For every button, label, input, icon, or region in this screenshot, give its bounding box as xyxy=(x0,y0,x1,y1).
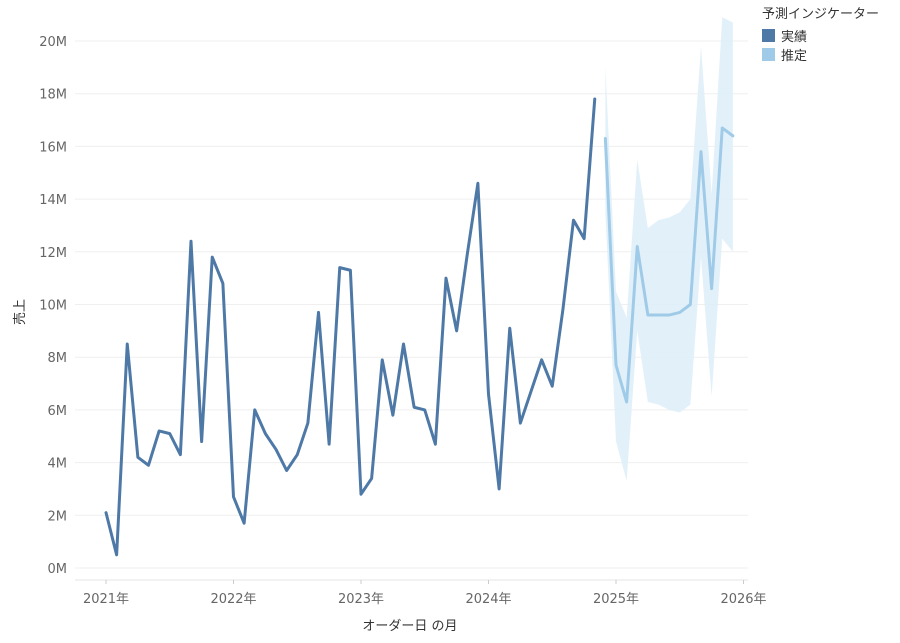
x-axis-ticks: 2021年 2022年 2023年 2024年 2025年 2026年 xyxy=(83,580,767,607)
y-tick-label: 16M xyxy=(39,140,67,155)
y-tick-label: 2M xyxy=(48,509,68,524)
actual-series-line[interactable] xyxy=(104,97,597,557)
series-lines xyxy=(104,97,735,557)
forecast-band xyxy=(605,17,733,482)
x-axis-title: オーダー日 の月 xyxy=(362,619,457,634)
x-tick-label: 2026年 xyxy=(720,592,766,607)
y-tick-label: 6M xyxy=(48,404,68,419)
legend-item-actual[interactable]: 実績 xyxy=(762,26,879,45)
legend-label-actual: 実績 xyxy=(781,30,808,45)
legend-label-estimate: 推定 xyxy=(781,49,808,64)
y-tick-label: 8M xyxy=(48,351,68,366)
y-tick-label: 20M xyxy=(39,35,67,50)
y-tick-label: 4M xyxy=(48,457,68,472)
legend-swatch-estimate xyxy=(762,48,775,61)
legend-item-estimate[interactable]: 推定 xyxy=(762,45,879,64)
x-tick-label: 2024年 xyxy=(465,592,511,607)
y-tick-label: 18M xyxy=(39,88,67,103)
x-tick-label: 2025年 xyxy=(593,592,639,607)
forecast-band-area xyxy=(605,17,733,482)
x-tick-label: 2023年 xyxy=(338,592,384,607)
y-tick-label: 12M xyxy=(39,246,67,261)
y-tick-label: 14M xyxy=(39,193,67,208)
estimate-series-line[interactable] xyxy=(603,126,735,404)
x-tick-label: 2021年 xyxy=(83,592,129,607)
legend-swatch-actual xyxy=(762,29,775,42)
legend: 予測インジケーター 実績 推定 xyxy=(762,3,879,64)
x-tick-label: 2022年 xyxy=(210,592,256,607)
y-tick-label: 0M xyxy=(48,562,68,577)
legend-title: 予測インジケーター xyxy=(762,7,880,22)
y-axis-ticks: 0M 2M 4M 6M 8M 10M 12M 14M 16M 18M 20M xyxy=(39,35,67,577)
y-axis-title: 売上 xyxy=(12,299,28,325)
y-tick-label: 10M xyxy=(39,299,67,314)
